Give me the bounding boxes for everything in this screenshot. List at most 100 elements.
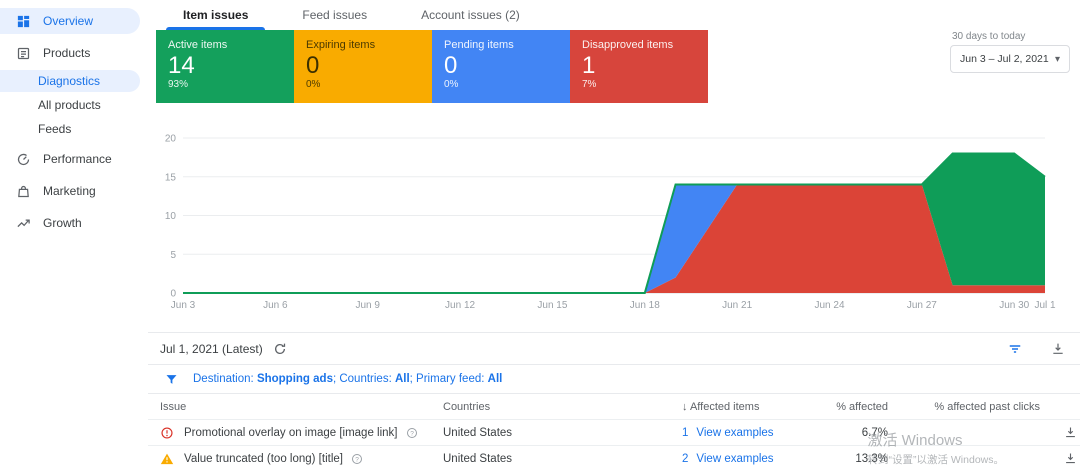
- y-tick-label: 0: [170, 289, 176, 300]
- sidebar-item-label: Diagnostics: [38, 74, 101, 88]
- sidebar-item-all-products[interactable]: All products: [0, 94, 140, 116]
- table-row: Value truncated (too long) [title]? Unite…: [148, 445, 1080, 471]
- issue-label: Value truncated (too long) [title]: [184, 452, 343, 465]
- x-tick-label: Jun 18: [630, 300, 660, 311]
- tab-account-issues-2[interactable]: Account issues (2): [421, 8, 520, 22]
- card-percent: 7%: [582, 79, 597, 90]
- card-disapproved-items[interactable]: Disapproved items 1 7%: [570, 30, 708, 103]
- x-tick-label: Jun 21: [722, 300, 752, 311]
- filter-icon: [164, 372, 179, 387]
- view-examples-link[interactable]: View examples: [696, 452, 774, 465]
- error-icon: [160, 426, 184, 440]
- table-download-icon[interactable]: [1050, 341, 1066, 357]
- column-header-affected-items[interactable]: ↓ Affected items: [682, 400, 760, 413]
- sidebar-item-growth[interactable]: Growth: [0, 210, 140, 236]
- card-label: Expiring items: [306, 39, 376, 51]
- x-tick-label: Jun 6: [263, 300, 288, 311]
- summary-cards: Active items 14 93% Expiring items 0 0% Pendin…: [156, 30, 708, 103]
- snapshot-row: Jul 1, 2021 (Latest): [148, 332, 1080, 364]
- sidebar-item-performance[interactable]: Performance: [0, 146, 140, 172]
- column-header-affected[interactable]: % affected: [836, 400, 888, 413]
- performance-icon: [16, 151, 32, 167]
- card-label: Disapproved items: [582, 39, 674, 51]
- x-tick-label: Jun 24: [814, 300, 844, 311]
- card-active-items[interactable]: Active items 14 93%: [156, 30, 294, 103]
- filter-segment: All: [394, 373, 410, 385]
- card-label: Pending items: [444, 39, 514, 51]
- chevron-down-icon: ▾: [1054, 53, 1060, 65]
- products-icon: [16, 45, 32, 61]
- x-tick-label: Jun 3: [171, 300, 196, 311]
- sidebar-item-overview[interactable]: Overview: [0, 8, 140, 34]
- download-icon[interactable]: [1063, 425, 1078, 440]
- sidebar-item-label: Overview: [43, 14, 94, 28]
- filter-bar[interactable]: Destination: Shopping ads; Countries: Al…: [148, 364, 1080, 393]
- sidebar-item-label: Marketing: [43, 184, 96, 198]
- card-value: 0: [444, 52, 458, 79]
- filter-summary: Destination: Shopping ads; Countries: Al…: [193, 373, 502, 385]
- marketing-icon: [16, 183, 32, 199]
- countries-cell: United States: [443, 452, 513, 465]
- x-tick-label: Jun 27: [907, 300, 937, 311]
- y-tick-label: 15: [165, 172, 177, 183]
- table-row: Promotional overlay on image [image link…: [148, 419, 1080, 445]
- help-icon[interactable]: ?: [406, 427, 418, 439]
- sidebar-item-marketing[interactable]: Marketing: [0, 178, 140, 204]
- growth-icon: [16, 215, 32, 231]
- sidebar-item-label: Products: [43, 46, 91, 60]
- total-line: [183, 152, 1046, 294]
- countries-cell: United States: [443, 426, 513, 439]
- download-icon[interactable]: [1063, 451, 1078, 466]
- column-header-affected-past-clicks[interactable]: % affected past clicks: [934, 400, 1040, 413]
- main-content: Item issues Feed issues Account issues (2)…: [148, 0, 1080, 471]
- area-disapproved-items: [183, 184, 1045, 293]
- filter-segment: ; Countries:: [332, 373, 395, 385]
- card-label: Active items: [168, 39, 228, 51]
- refresh-icon[interactable]: [273, 342, 287, 356]
- date-range: 30 days to today Jun 3 – Jul 2, 2021 ▾: [950, 31, 1070, 73]
- date-range-value: Jun 3 – Jul 2, 2021: [960, 53, 1049, 65]
- help-icon[interactable]: ?: [351, 453, 363, 465]
- x-tick-label: Jun 15: [537, 300, 567, 311]
- tab-item-issues[interactable]: Item issues: [156, 0, 275, 30]
- column-header-countries[interactable]: Countries: [443, 400, 491, 413]
- filter-segment: All: [487, 373, 503, 385]
- sidebar-item-label: All products: [38, 98, 101, 112]
- pct-affected-cell: 6.7%: [861, 426, 888, 439]
- issue-label: Promotional overlay on image [image link…: [184, 426, 398, 439]
- y-tick-label: 5: [170, 250, 176, 261]
- chart-section: 0 5 10 15 20 Jun 3 Jun 6 Jun 9 Jun 12 Jun 15 Jun 1…: [148, 103, 1080, 332]
- column-header-issue[interactable]: Issue: [160, 400, 187, 413]
- affected-count: 2: [682, 452, 689, 465]
- card-percent: 0%: [306, 79, 321, 90]
- table-filter-icon[interactable]: [1006, 340, 1024, 358]
- card-value: 14: [168, 52, 195, 79]
- sidebar-item-feeds[interactable]: Feeds: [0, 118, 140, 140]
- area-active-items: [183, 153, 1045, 293]
- diagnostics-chart: 0 5 10 15 20 Jun 3 Jun 6 Jun 9 Jun 12 Jun 15 Jun 1…: [165, 134, 1056, 312]
- card-pending-items[interactable]: Pending items 0 0%: [432, 30, 570, 103]
- filter-segment: ; Primary feed:: [409, 373, 488, 385]
- date-range-select[interactable]: Jun 3 – Jul 2, 2021 ▾: [950, 45, 1070, 73]
- sidebar-item-diagnostics[interactable]: Diagnostics: [0, 70, 140, 92]
- x-tick-label: Jul 1: [1034, 300, 1056, 311]
- x-tick-label: Jun 30: [999, 300, 1029, 311]
- table-body: Promotional overlay on image [image link…: [148, 419, 1080, 471]
- y-tick-label: 10: [165, 211, 177, 222]
- card-percent: 93%: [168, 79, 189, 90]
- card-percent: 0%: [444, 79, 459, 90]
- sidebar-item-label: Growth: [43, 216, 82, 230]
- sidebar-item-label: Feeds: [38, 122, 72, 136]
- sidebar: Overview Products Diagnostics All products F…: [0, 0, 148, 471]
- date-range-caption: 30 days to today: [952, 31, 1026, 42]
- sidebar-item-label: Performance: [43, 152, 112, 166]
- filter-segment: Shopping ads: [256, 373, 333, 385]
- affected-count: 1: [682, 426, 689, 439]
- view-examples-link[interactable]: View examples: [696, 426, 774, 439]
- tab-feed-issues[interactable]: Feed issues: [302, 8, 368, 22]
- card-expiring-items[interactable]: Expiring items 0 0%: [294, 30, 432, 103]
- x-tick-label: Jun 9: [355, 300, 380, 311]
- svg-text:?: ?: [355, 456, 359, 463]
- sidebar-item-products[interactable]: Products: [0, 40, 140, 66]
- card-value: 1: [582, 52, 596, 79]
